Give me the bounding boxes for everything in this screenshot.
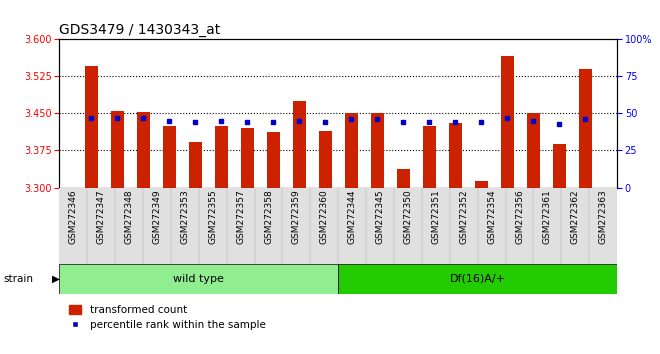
Text: GSM272355: GSM272355: [209, 189, 217, 244]
Bar: [553, 144, 566, 188]
Bar: [189, 142, 202, 188]
FancyBboxPatch shape: [338, 264, 617, 294]
Text: GSM272360: GSM272360: [320, 189, 329, 244]
Text: GSM272363: GSM272363: [599, 189, 608, 244]
Text: GSM272362: GSM272362: [571, 189, 579, 244]
Bar: [163, 126, 176, 188]
Bar: [111, 111, 124, 188]
Text: GDS3479 / 1430343_at: GDS3479 / 1430343_at: [59, 23, 220, 36]
Text: GSM272359: GSM272359: [292, 189, 301, 244]
Bar: [397, 169, 410, 188]
Bar: [345, 113, 358, 188]
Text: wild type: wild type: [174, 274, 224, 284]
Bar: [214, 126, 228, 188]
Text: GSM272348: GSM272348: [125, 189, 133, 244]
Bar: [84, 66, 98, 188]
Bar: [137, 112, 150, 188]
Text: GSM272353: GSM272353: [180, 189, 189, 244]
Text: GSM272349: GSM272349: [152, 189, 162, 244]
Text: GSM272352: GSM272352: [459, 189, 468, 244]
Bar: [449, 123, 462, 188]
Text: GSM272351: GSM272351: [432, 189, 440, 244]
Bar: [475, 181, 488, 188]
Bar: [423, 126, 436, 188]
Text: GSM272344: GSM272344: [348, 189, 356, 244]
Text: GSM272350: GSM272350: [403, 189, 412, 244]
Bar: [579, 69, 592, 188]
Legend: transformed count, percentile rank within the sample: transformed count, percentile rank withi…: [65, 301, 270, 334]
Bar: [241, 128, 253, 188]
Bar: [371, 113, 383, 188]
Text: GSM272356: GSM272356: [515, 189, 524, 244]
Bar: [293, 101, 306, 188]
Text: GSM272361: GSM272361: [543, 189, 552, 244]
Bar: [501, 56, 513, 188]
FancyBboxPatch shape: [59, 264, 338, 294]
Bar: [319, 131, 332, 188]
Bar: [527, 113, 540, 188]
Text: ▶: ▶: [51, 274, 59, 284]
Text: GSM272346: GSM272346: [69, 189, 78, 244]
Text: GSM272347: GSM272347: [97, 189, 106, 244]
Text: Df(16)A/+: Df(16)A/+: [449, 274, 506, 284]
Text: strain: strain: [3, 274, 33, 284]
Text: GSM272358: GSM272358: [264, 189, 273, 244]
Text: GSM272357: GSM272357: [236, 189, 245, 244]
Text: GSM272345: GSM272345: [376, 189, 385, 244]
Text: GSM272354: GSM272354: [487, 189, 496, 244]
Bar: [267, 132, 280, 188]
